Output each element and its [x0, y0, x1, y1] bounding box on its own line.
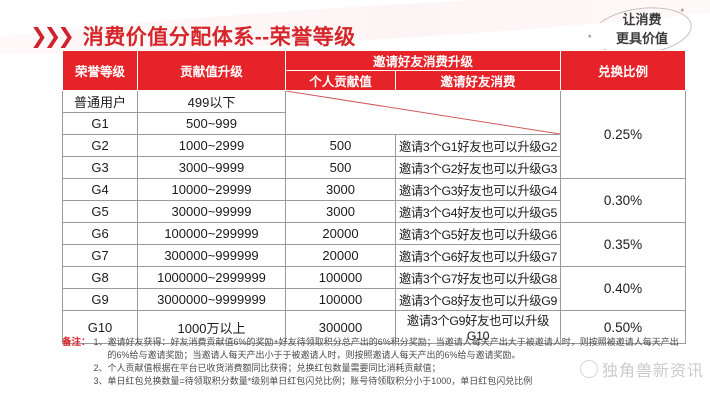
- personal-cell: 100000: [285, 288, 396, 311]
- footnote-item: 1、邀请好友获得：好友消费贡献值6%的奖励+好友待领取积分总产出的6%积分奖励；…: [93, 337, 679, 361]
- badge-slogan-line2: 更具价值: [615, 30, 668, 46]
- ratio-cell: 0.25%: [560, 90, 687, 179]
- title-bar: ❯❯❯ 消费价值分配体系--荣誉等级: [30, 21, 356, 51]
- range-cell: 3000000~9999999: [137, 288, 286, 311]
- level-cell: G2: [62, 134, 138, 157]
- range-cell: 3000~9999: [137, 156, 286, 179]
- diagonal-line: [286, 91, 560, 134]
- range-cell: 30000~99999: [137, 200, 286, 223]
- footnote-item: 2、个人贡献值根据在平台已收货消费额同比获得；兑换红包数量需要同比消耗贡献值；: [93, 363, 441, 374]
- range-cell: 499以下: [137, 90, 286, 113]
- level-cell: G4: [62, 178, 138, 201]
- header-row-2: 个人贡献值 邀请好友消费: [63, 70, 686, 91]
- header-invite-group: 邀请好友消费升级: [284, 50, 562, 71]
- range-cell: 300000~999999: [137, 244, 286, 267]
- triple-chevron-icon: ❯❯❯: [30, 24, 75, 48]
- header-level: 荣誉等级: [62, 50, 138, 91]
- unicorn-logo-icon: [579, 360, 598, 378]
- level-cell: G5: [62, 200, 138, 223]
- invite-cell: 邀请3个G7好友也可以升级G8: [394, 266, 562, 289]
- honor-level-table: 荣誉等级 贡献值升级 邀请好友消费升级 兑换比例 个人贡献值 邀请好友消费 普通…: [62, 50, 687, 344]
- personal-cell: 500: [285, 156, 396, 179]
- invite-cell: 邀请3个G8好友也可以升级G9: [394, 288, 562, 311]
- slogan-badge: 让消费 更具价值 * *: [588, 2, 695, 60]
- personal-cell: 20000: [285, 222, 396, 245]
- table-row: G6 100000~299999 20000 邀请3个G5好友也可以升级G6 0…: [62, 222, 687, 267]
- range-cell: 500~999: [137, 112, 286, 135]
- badge-slogan-text: 让消费 更具价值: [590, 11, 694, 49]
- invite-cell: 邀请3个G1好友也可以升级G2: [394, 134, 562, 157]
- table-row: G8 1000000~2999999 100000 邀请3个G7好友也可以升级G…: [62, 266, 687, 311]
- ratio-cell: 0.50%: [560, 310, 687, 344]
- level-cell: G1: [62, 112, 138, 135]
- invite-cell: 邀请3个G5好友也可以升级G6: [394, 222, 562, 245]
- range-cell: 10000~29999: [137, 178, 286, 201]
- range-cell: 1000~2999: [137, 134, 286, 157]
- personal-cell: 3000: [285, 178, 396, 201]
- ratio-cell: 0.30%: [560, 178, 687, 223]
- table-row: G10 1000万以上 300000 邀请3个G9好友也可以升级G10 0.50…: [62, 310, 687, 344]
- personal-cell: 500: [285, 134, 396, 157]
- invite-cell: 邀请3个G6好友也可以升级G7: [394, 244, 562, 267]
- level-cell: G7: [62, 244, 138, 267]
- personal-cell: 20000: [285, 244, 396, 267]
- invite-cell: 邀请3个G4好友也可以升级G5: [394, 200, 562, 223]
- ratio-cell: 0.35%: [560, 222, 687, 267]
- invite-cell: 邀请3个G2好友也可以升级G3: [394, 156, 562, 179]
- invite-cell: 邀请3个G3好友也可以升级G4: [394, 178, 562, 201]
- table-row: 普通用户 499以下 0.25%: [62, 90, 687, 179]
- personal-cell: 100000: [285, 266, 396, 289]
- ratio-cell: 0.40%: [560, 266, 687, 311]
- level-cell: G6: [62, 222, 138, 245]
- level-cell: G3: [62, 156, 138, 179]
- star-icon: *: [680, 7, 684, 17]
- table-row: G4 10000~29999 3000 邀请3个G3好友也可以升级G4 0.30…: [62, 178, 687, 223]
- table-row: G7 300000~999999 20000 邀请3个G6好友也可以升级G7: [62, 244, 686, 267]
- footnotes: 备注： 1、邀请好友获得：好友消费贡献值6%的奖励+好友待领取积分总产出的6%积…: [62, 336, 687, 388]
- table-row: G3 3000~9999 500 邀请3个G2好友也可以升级G3: [62, 156, 686, 179]
- watermark: 独角兽新资讯: [579, 357, 704, 381]
- page-title: 消费价值分配体系--荣誉等级: [82, 26, 356, 49]
- watermark-text: 独角兽新资讯: [601, 363, 704, 380]
- footnotes-list: 1、邀请好友获得：好友消费贡献值6%的奖励+好友待领取积分总产出的6%积分奖励；…: [94, 336, 687, 388]
- header-row-1: 荣誉等级 贡献值升级 邀请好友消费升级 兑换比例: [62, 50, 687, 91]
- table-row: G9 3000000~9999999 100000 邀请3个G8好友也可以升级G…: [62, 288, 686, 311]
- range-cell: 1000000~2999999: [137, 266, 286, 289]
- footnote-item: 3、单日红包兑换数量=待领取积分数量*级别单日红包闪兑比例；账号待领取积分小于1…: [93, 376, 533, 387]
- table-row: G5 30000~99999 3000 邀请3个G4好友也可以升级G5: [62, 200, 686, 223]
- header-contrib: 贡献值升级: [137, 50, 286, 91]
- diagonal-cell: [284, 90, 562, 135]
- header-ratio: 兑换比例: [560, 50, 687, 91]
- badge-slogan-line1: 让消费: [622, 12, 662, 27]
- range-cell: 1000万以上: [137, 310, 286, 344]
- header-personal: 个人贡献值: [285, 70, 396, 91]
- level-cell: G8: [62, 266, 138, 289]
- personal-cell: 3000: [285, 200, 396, 223]
- invite-cell: 邀请3个G9好友也可以升级G10: [394, 310, 562, 344]
- personal-cell: 300000: [285, 310, 396, 344]
- footnotes-label: 备注：: [62, 337, 91, 348]
- header-invite: 邀请好友消费: [394, 70, 562, 91]
- star-icon: *: [588, 33, 592, 43]
- level-cell: 普通用户: [62, 90, 138, 113]
- range-cell: 100000~299999: [137, 222, 286, 245]
- table-row: G1 500~999: [62, 112, 686, 135]
- level-cell: G10: [62, 310, 138, 344]
- level-cell: G9: [62, 288, 138, 311]
- honor-level-table-wrap: 荣誉等级 贡献值升级 邀请好友消费升级 兑换比例 个人贡献值 邀请好友消费 普通…: [62, 50, 687, 344]
